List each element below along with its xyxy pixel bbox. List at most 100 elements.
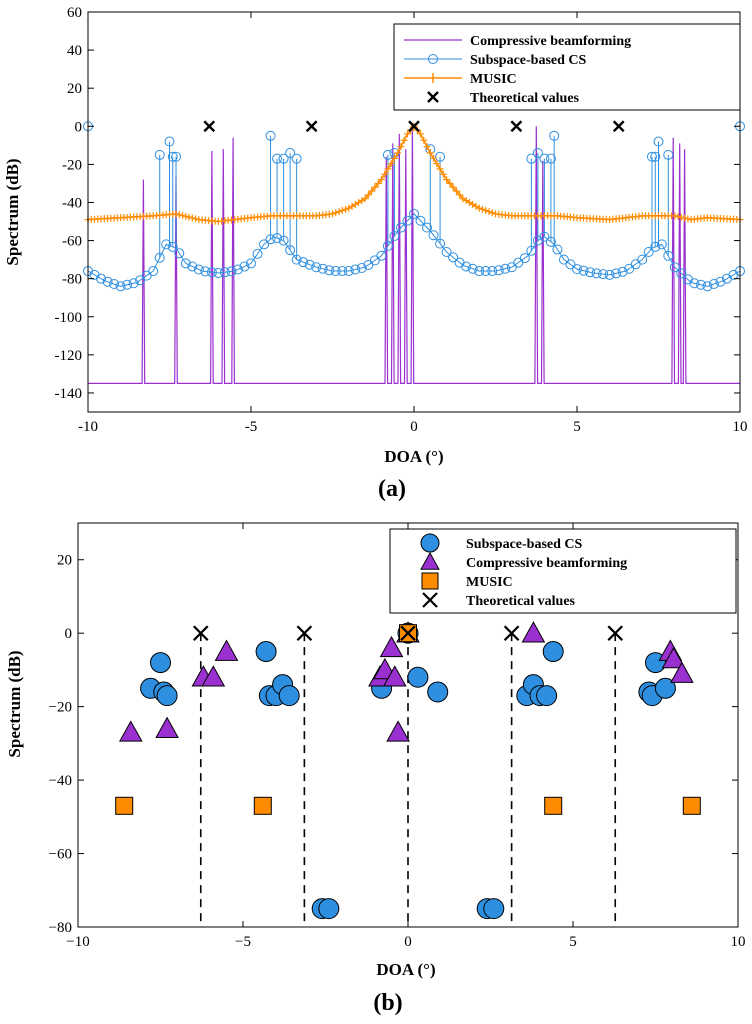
data-point-subspace-cs [285,245,296,256]
data-point-compressive-beamforming [214,639,239,661]
data-point-subspace-cs [174,248,185,259]
legend-swatch-marker [420,551,440,570]
data-point-compressive-beamforming [521,621,546,643]
data-point-theoretical [503,625,520,641]
legend-label: Subspace-based CS [470,53,587,68]
data-point-subspace-cs [265,234,276,245]
x-tick-label: 10 [731,934,746,950]
y-tick-label: -120 [55,348,83,364]
data-point-subspace-cs [291,254,302,265]
data-point-subspace-cs [532,147,543,158]
data-point-theoretical [510,120,523,133]
x-marker-stroke [422,592,438,608]
data-point-subspace-cs [122,279,133,290]
data-point-subspace-cs [115,281,126,292]
data-point-music [175,211,183,219]
data-point-music [485,208,493,216]
data-point-compressive-beamforming [201,665,226,687]
data-point-subspace-cs [318,898,340,920]
data-point-music [682,796,701,815]
data-point-subspace-cs [545,153,556,164]
y-tick-label: −20 [49,700,72,716]
data-point-subspace-cs [650,151,661,162]
data-point-subspace-cs [715,276,726,287]
data-point-subspace-cs [689,278,700,289]
data-point-music [433,160,441,168]
data-point-subspace-cs [578,265,589,276]
data-point-subspace-cs [542,641,564,663]
y-tick-label: 20 [57,553,72,569]
data-point-subspace-cs [539,231,550,242]
data-point-music [420,136,428,144]
legend-swatch-marker [420,533,440,553]
data-point-music [488,209,496,217]
data-point-subspace-cs [350,264,361,275]
data-point-subspace-cs [536,685,558,707]
data-point-music [475,204,483,212]
data-point-subspace-cs [487,266,498,277]
data-point-subspace-cs [164,136,175,147]
data-point-subspace-cs [219,267,230,278]
y-tick-label: -60 [62,234,82,250]
data-point-subspace-cs [702,281,713,292]
legend-label: Subspace-based CS [466,537,583,552]
data-point-subspace-cs [96,273,107,284]
data-point-subspace-cs [109,279,120,289]
panel-b: −10 −5 0 5 10 20 0 −20 −40 −60 −80 Subspace-based … [5,522,746,1016]
data-point-music [374,179,382,187]
legend-swatch-marker [427,91,439,103]
data-point-music [544,796,563,815]
data-point-subspace-cs [441,247,452,257]
x-axis-label-a: DOA (°) [384,447,443,466]
x-marker-stroke [427,91,439,103]
data-point-music [335,208,343,216]
legend-label: MUSIC [466,575,513,590]
panel-a: -10 -5 0 5 10 60 40 20 0 -20 -40 -60 -80 -100 -120 -140… [3,5,748,502]
x-marker-stroke [612,120,625,133]
data-point-subspace-cs [382,149,393,160]
data-point-subspace-cs [545,236,556,247]
data-point-subspace-cs [395,222,406,233]
data-point-music [361,195,369,203]
data-point-subspace-cs [311,262,322,273]
data-point-music [439,170,447,178]
data-point-music [368,187,376,195]
data-point-subspace-cs [154,149,165,160]
data-point-music [179,212,187,220]
data-point-subspace-cs [150,652,171,674]
plot-area-b [115,621,701,927]
data-point-theoretical [612,120,625,133]
data-point-music [403,130,411,138]
data-point-subspace-cs [656,239,667,250]
data-point-subspace-cs [558,254,569,265]
y-tick-label: -100 [55,310,83,326]
data-point-subspace-cs [539,153,550,164]
data-point-music [423,143,431,151]
data-point-compressive-beamforming [670,661,694,683]
data-point-subspace-cs [298,257,309,268]
data-point-music [397,143,405,151]
legend-box [389,528,737,614]
data-point-theoretical [400,625,416,641]
data-point-subspace-cs [278,153,289,164]
x-tick-label: 10 [733,419,748,435]
data-point-theoretical [296,625,313,641]
data-point-music [188,214,196,222]
y-tick-label: 40 [67,43,82,59]
x-tick-label: 0 [410,419,418,435]
data-point-theoretical [203,120,216,133]
data-point-subspace-cs [467,263,478,274]
data-point-compressive-beamforming [382,665,407,687]
data-point-subspace-cs [291,153,302,164]
data-point-subspace-cs [102,276,113,287]
data-point-music [387,160,395,168]
data-point-subspace-cs [669,262,680,273]
data-point-subspace-cs [407,666,429,688]
data-point-subspace-cs [646,151,657,162]
data-point-subspace-cs [376,250,387,261]
x-marker-stroke [408,120,420,133]
data-point-subspace-cs [409,208,419,219]
data-point-music [390,154,398,162]
data-point-subspace-cs [255,641,277,663]
